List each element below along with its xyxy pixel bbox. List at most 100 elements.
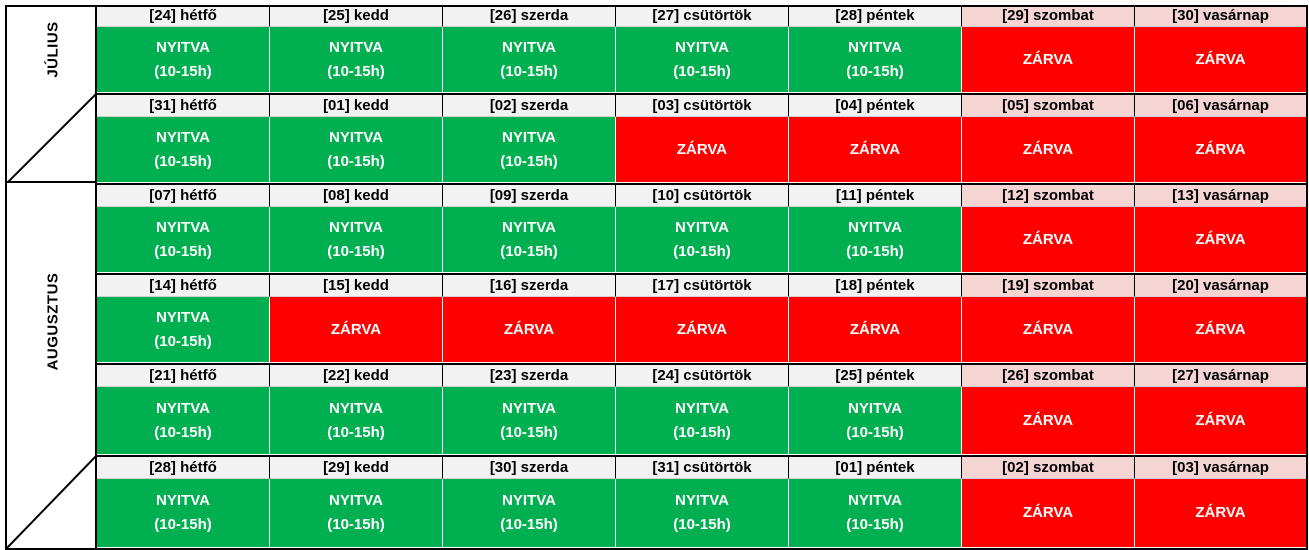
day-header: [23] szerda	[443, 365, 616, 387]
opening-hours-label: (10-15h)	[154, 516, 212, 533]
status-closed-cell: ZÁRVA	[1135, 207, 1307, 273]
day-header: [24] hétfő	[97, 5, 270, 27]
opening-hours-label: (10-15h)	[500, 152, 558, 170]
day-header: [11] péntek	[789, 185, 962, 207]
opening-hours-label: (10-15h)	[500, 62, 558, 80]
day-header: [03] csütörtök	[616, 95, 789, 117]
month-name: JÚLIUS	[44, 20, 62, 78]
opening-hours-label: (10-15h)	[327, 242, 385, 260]
week-row: [21] hétfő NYITVA (10-15h) [22] kedd NYITVA (…	[97, 365, 1308, 455]
day-header: [30] szerda	[443, 457, 616, 479]
status-closed-label: ZÁRVA	[1195, 411, 1246, 429]
day-header: [31] hétfő	[97, 95, 270, 117]
status-closed-cell: ZÁRVA	[962, 479, 1135, 548]
status-closed-label: ZÁRVA	[503, 320, 555, 338]
status-open-label: NYITVA	[329, 218, 383, 236]
status-open-label: NYITVA	[848, 38, 902, 56]
week-separator	[97, 93, 1308, 95]
week-row: [14] hétfő NYITVA (10-15h) [15] kedd ZÁRVA [1…	[97, 275, 1308, 363]
status-open-label: NYITVA	[156, 38, 210, 56]
status-open-label: NYITVA	[848, 492, 902, 509]
opening-hours-label: (10-15h)	[846, 62, 904, 80]
month-column: JÚLIUS AUGUSZTUS	[5, 5, 98, 548]
month-divider-slash	[7, 93, 98, 183]
status-open-label: NYITVA	[675, 38, 729, 56]
status-closed-label: ZÁRVA	[1195, 50, 1246, 68]
status-closed-cell: ZÁRVA	[1135, 297, 1307, 363]
status-open-label: NYITVA	[329, 38, 383, 56]
status-open-label: NYITVA	[156, 308, 210, 326]
status-open-cell: NYITVA (10-15h)	[789, 387, 962, 455]
opening-hours-label: (10-15h)	[673, 516, 731, 533]
day-header: [25] péntek	[789, 365, 962, 387]
day-header: [10] csütörtök	[616, 185, 789, 207]
opening-hours-label: (10-15h)	[846, 423, 904, 441]
status-closed-label: ZÁRVA	[1022, 50, 1074, 68]
status-open-label: NYITVA	[502, 218, 556, 236]
day-header: [12] szombat	[962, 185, 1135, 207]
status-closed-cell: ZÁRVA	[1135, 479, 1307, 548]
status-closed-cell: ZÁRVA	[616, 297, 789, 363]
day-header: [14] hétfő	[97, 275, 270, 297]
status-closed-cell: ZÁRVA	[962, 207, 1135, 273]
week-separator	[97, 183, 1308, 185]
opening-hours-label: (10-15h)	[500, 516, 558, 533]
day-header: [16] szerda	[443, 275, 616, 297]
day-header: [21] hétfő	[97, 365, 270, 387]
status-open-cell: NYITVA (10-15h)	[270, 387, 443, 455]
status-closed-label: ZÁRVA	[849, 140, 901, 158]
opening-hours-label: (10-15h)	[500, 242, 558, 260]
week-separator	[97, 273, 1308, 275]
status-open-cell: NYITVA (10-15h)	[616, 387, 789, 455]
status-closed-label: ZÁRVA	[1195, 230, 1246, 248]
day-header: [26] szombat	[962, 365, 1135, 387]
week-row: [28] hétfő NYITVA (10-15h) [29] kedd NYITVA (…	[97, 457, 1308, 548]
status-open-cell: NYITVA (10-15h)	[270, 479, 443, 548]
status-open-cell: NYITVA (10-15h)	[789, 207, 962, 273]
day-header: [09] szerda	[443, 185, 616, 207]
day-header: [13] vasárnap	[1135, 185, 1307, 207]
status-open-cell: NYITVA (10-15h)	[443, 27, 616, 93]
status-closed-label: ZÁRVA	[849, 320, 901, 338]
status-closed-cell: ZÁRVA	[789, 297, 962, 363]
status-open-cell: NYITVA (10-15h)	[616, 479, 789, 548]
status-closed-label: ZÁRVA	[330, 320, 382, 338]
month-boundary-line	[5, 181, 97, 183]
day-header: [27] csütörtök	[616, 5, 789, 27]
week-row: [31] hétfő NYITVA (10-15h) [01] kedd NYITVA (…	[97, 95, 1308, 183]
status-open-label: NYITVA	[329, 128, 383, 146]
status-closed-label: ZÁRVA	[676, 320, 728, 338]
status-open-label: NYITVA	[675, 218, 729, 236]
opening-hours-label: (10-15h)	[846, 516, 904, 533]
status-closed-label: ZÁRVA	[1022, 320, 1074, 338]
status-open-cell: NYITVA (10-15h)	[443, 117, 616, 183]
status-open-label: NYITVA	[329, 399, 383, 417]
status-closed-cell: ZÁRVA	[962, 117, 1135, 183]
opening-hours-label: (10-15h)	[673, 242, 731, 260]
status-closed-cell: ZÁRVA	[1135, 387, 1307, 455]
status-open-label: NYITVA	[848, 218, 902, 236]
day-header: [27] vasárnap	[1135, 365, 1307, 387]
status-open-cell: NYITVA (10-15h)	[270, 27, 443, 93]
day-header: [05] szombat	[962, 95, 1135, 117]
status-closed-cell: ZÁRVA	[270, 297, 443, 363]
status-closed-label: ZÁRVA	[1195, 320, 1246, 338]
status-closed-label: ZÁRVA	[1022, 411, 1074, 429]
day-header: [22] kedd	[270, 365, 443, 387]
status-open-label: NYITVA	[156, 218, 210, 236]
day-header: [06] vasárnap	[1135, 95, 1307, 117]
day-header: [15] kedd	[270, 275, 443, 297]
opening-hours-label: (10-15h)	[327, 423, 385, 441]
day-header: [08] kedd	[270, 185, 443, 207]
status-open-cell: NYITVA (10-15h)	[97, 297, 270, 363]
status-open-label: NYITVA	[502, 399, 556, 417]
day-header: [18] péntek	[789, 275, 962, 297]
status-closed-label: ZÁRVA	[676, 140, 728, 158]
opening-hours-label: (10-15h)	[500, 423, 558, 441]
week-row: [07] hétfő NYITVA (10-15h) [08] kedd NYITVA (…	[97, 185, 1308, 273]
status-closed-label: ZÁRVA	[1022, 140, 1074, 158]
status-open-label: NYITVA	[502, 38, 556, 56]
day-header: [30] vasárnap	[1135, 5, 1307, 27]
status-open-label: NYITVA	[675, 492, 729, 509]
opening-hours-label: (10-15h)	[327, 62, 385, 80]
